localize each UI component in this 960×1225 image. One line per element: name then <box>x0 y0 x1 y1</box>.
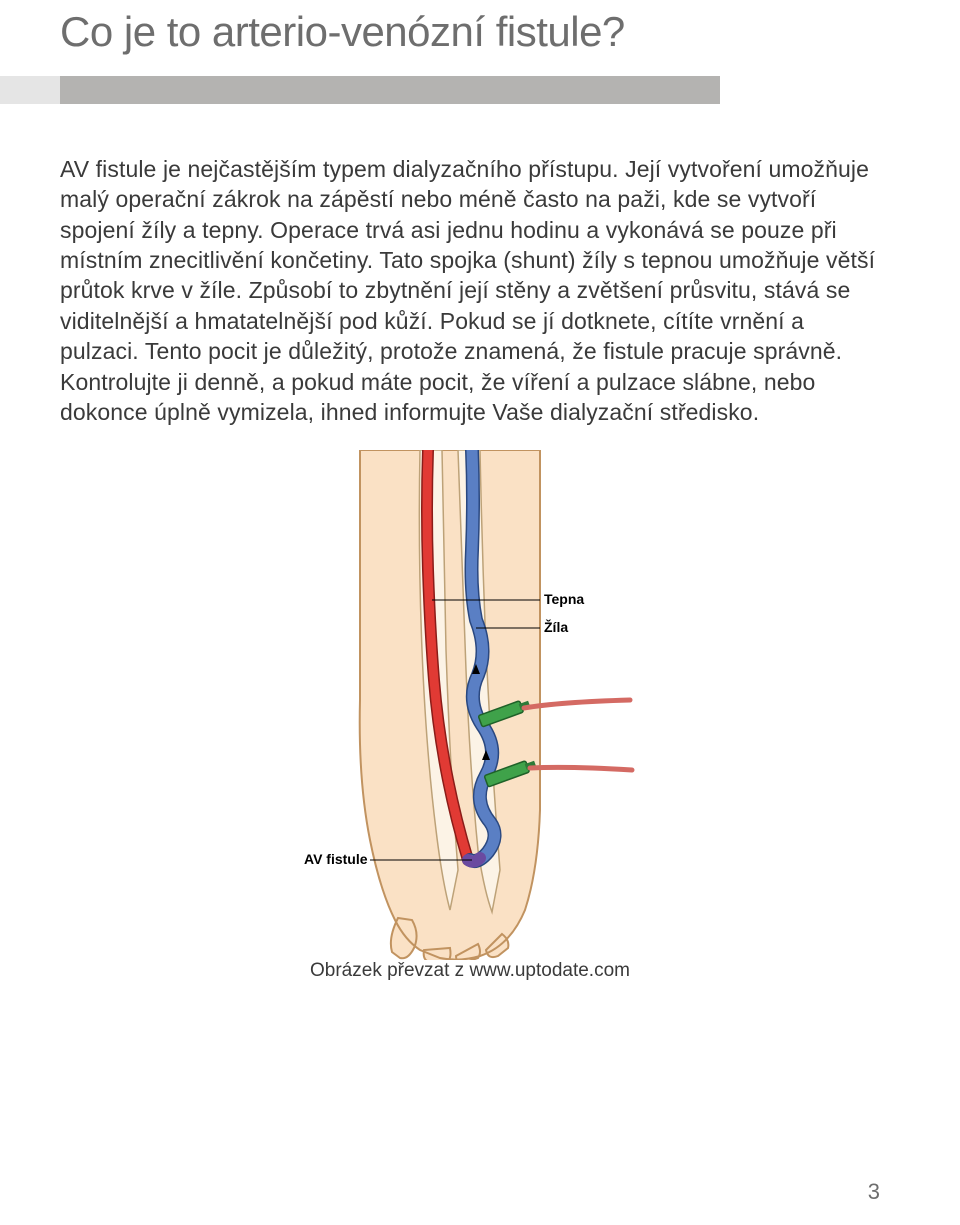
page: Co je to arterio-venózní fistule? AV fis… <box>0 8 960 1225</box>
label-artery: Tepna <box>544 591 584 607</box>
label-vein: Žíla <box>544 618 568 635</box>
body-paragraph: AV fistule je nejčastějším typem dialyza… <box>60 154 880 427</box>
label-fistule: AV fistule <box>304 851 368 867</box>
page-title: Co je to arterio-venózní fistule? <box>60 8 880 56</box>
figure-caption: Obrázek převzat z www.uptodate.com <box>310 960 630 982</box>
header-bar-left <box>0 76 60 104</box>
header-bar-main <box>60 76 720 104</box>
header-bar <box>0 76 960 104</box>
tube-lower <box>530 768 632 771</box>
header-bar-right <box>840 76 960 104</box>
anatomy-figure: Tepna Žíla AV fistule Obrázek převzat z … <box>60 450 880 1000</box>
anatomy-illustration: Tepna Žíla AV fistule <box>300 450 640 960</box>
page-number: 3 <box>868 1179 880 1205</box>
